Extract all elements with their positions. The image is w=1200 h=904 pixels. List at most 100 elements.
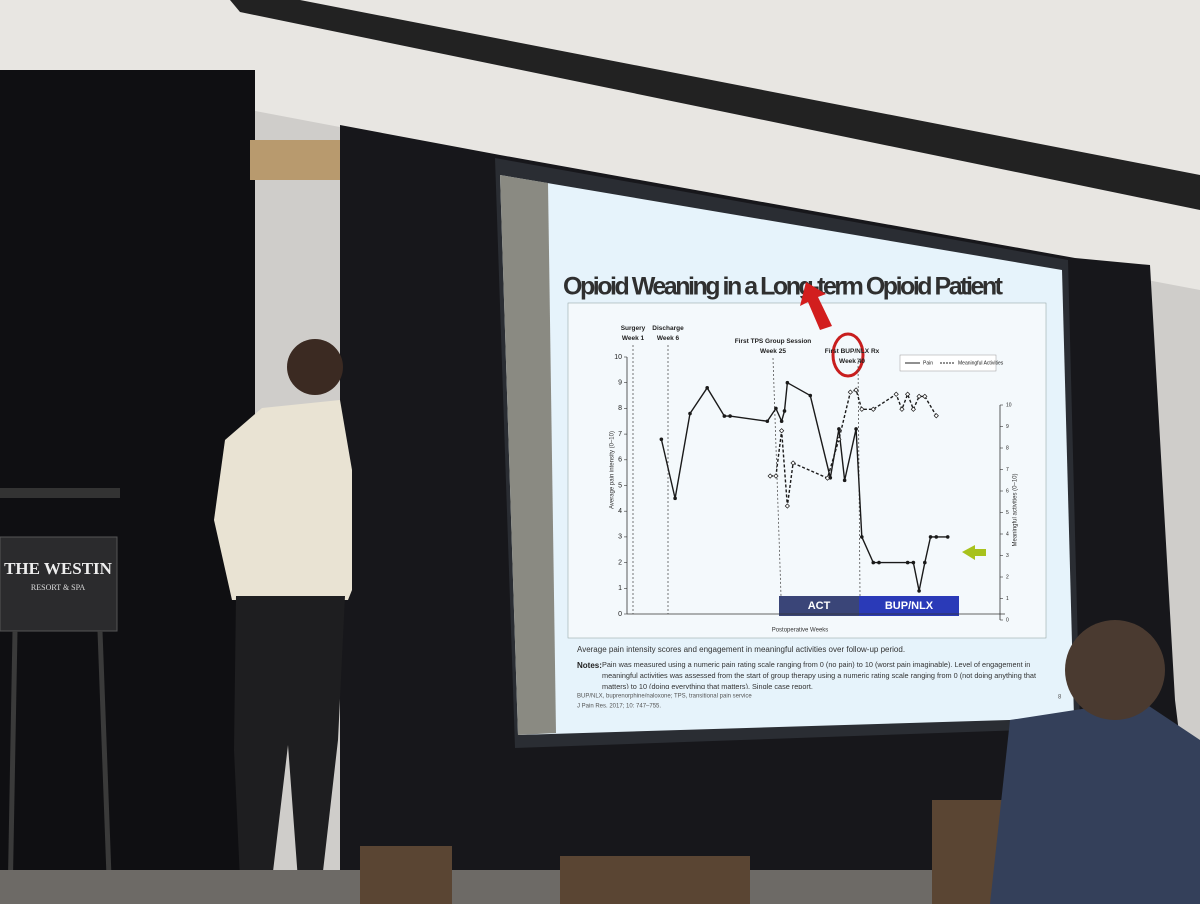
x-axis-label: Postoperative Weeks [772, 628, 829, 634]
phase-bar [779, 596, 859, 616]
data-point [911, 560, 916, 565]
data-point [893, 391, 899, 397]
audience-jacket [990, 700, 1200, 904]
reference: J Pain Res. 2017; 10: 747–755. [577, 704, 661, 710]
y2-tick-label: 0 [1006, 617, 1009, 623]
y-tick-label: 9 [618, 380, 622, 387]
notes-label: Notes: [577, 661, 602, 670]
data-point [722, 414, 727, 418]
podium-top [0, 488, 120, 498]
presenter-pants [234, 596, 345, 880]
chart-frame [567, 302, 1047, 639]
audience-head [1065, 620, 1165, 720]
y2-tick-label: 3 [1006, 553, 1009, 559]
y-axis-label: Average pain intensity (0–10) [610, 431, 616, 509]
data-point [836, 436, 842, 443]
y-tick-label: 7 [618, 431, 622, 438]
data-point [905, 391, 911, 397]
sign-brand: THE WESTIN [4, 559, 113, 578]
y2-tick-label: 1 [1006, 596, 1009, 602]
data-point [659, 437, 664, 442]
data-point [870, 406, 876, 412]
y-tick-label: 3 [618, 534, 622, 541]
data-point [705, 386, 709, 390]
podium-sign [0, 536, 118, 632]
data-point [860, 535, 864, 539]
y-tick-label: 2 [618, 559, 622, 566]
page-number: 8 [1058, 695, 1062, 701]
chart: 0 1 2 3 4 5 6 7 8 9 10 0 1 2 3 4 5 6 7 8 9 10 Surgery Week 1 Dis… [614, 325, 1012, 624]
chair [560, 856, 750, 904]
y-tick-label: 1 [618, 585, 622, 592]
data-point [945, 535, 950, 539]
data-point [824, 475, 831, 481]
data-point [779, 428, 785, 434]
data-point [808, 393, 813, 398]
data-point [916, 393, 922, 400]
podium-leg [7, 630, 18, 904]
sign-sub: RESORT & SPA [31, 583, 85, 592]
data-point [837, 427, 841, 431]
green-arrow [962, 545, 986, 560]
y2-tick-label: 4 [1006, 531, 1009, 537]
y2-tick-label: 7 [1006, 467, 1009, 473]
phase-label: ACT [808, 600, 831, 612]
annotation: Surgery Week 1 [621, 325, 646, 342]
abbreviations: BUP/NLX, buprenorphine/naloxone; TPS, tr… [577, 694, 752, 700]
y-tick-label: 10 [614, 354, 622, 361]
chair [360, 846, 452, 904]
slide-title: Opioid Weaning in a Long-term Opioid Pat… [563, 273, 1004, 301]
vent [230, 0, 1200, 210]
y2-tick-label: 9 [1006, 424, 1009, 430]
y2-axis-label: Meaningful activities (0–10) [1013, 473, 1019, 546]
series-line [770, 389, 937, 507]
legend-label: Meaningful Activities [958, 360, 1004, 366]
annotation: First TPS Group Session Week 25 [735, 338, 812, 355]
presenter-sweater [214, 400, 352, 600]
presenter-head [287, 339, 343, 395]
red-arrow [800, 282, 832, 330]
data-point [917, 589, 921, 593]
data-point [899, 406, 905, 412]
y2-tick-label: 6 [1006, 488, 1009, 494]
data-point [871, 560, 876, 565]
ceiling [0, 0, 1200, 290]
y-tick-label: 6 [618, 457, 622, 464]
data-point [859, 406, 865, 412]
data-point [847, 389, 853, 395]
data-point [773, 473, 779, 479]
curtain-left [0, 70, 255, 904]
phase-label: BUP/NLX [885, 600, 934, 612]
data-point [767, 473, 773, 479]
data-point [728, 414, 732, 418]
data-point [688, 411, 692, 416]
y2-tick-label: 8 [1006, 445, 1009, 451]
notes-box: Pain was measured using a numeric pain r… [602, 660, 1036, 689]
data-point [905, 560, 910, 565]
data-point [854, 427, 858, 431]
data-point [785, 380, 790, 385]
data-point [910, 406, 916, 412]
y-tick-label: 0 [618, 611, 622, 618]
y2-tick-label: 5 [1006, 510, 1009, 516]
data-point [790, 460, 796, 466]
data-point [934, 535, 939, 539]
data-point [765, 419, 770, 424]
phase-bar [859, 596, 959, 616]
y2-tick-label: 2 [1006, 574, 1009, 580]
y-tick-label: 8 [618, 405, 622, 412]
y2-tick-label: 10 [1006, 402, 1012, 408]
data-point [923, 560, 927, 565]
data-point [774, 406, 778, 411]
data-point [933, 413, 939, 419]
y-tick-label: 4 [618, 508, 622, 515]
data-point [928, 535, 933, 539]
notes: Pain was measured using a numeric pain r… [602, 660, 1036, 689]
data-point [842, 478, 847, 483]
legend-label: Pain [923, 360, 933, 366]
data-point [853, 387, 859, 393]
wood-trim [250, 140, 340, 180]
caption: Average pain intensity scores and engage… [577, 645, 905, 654]
data-point [673, 496, 677, 501]
